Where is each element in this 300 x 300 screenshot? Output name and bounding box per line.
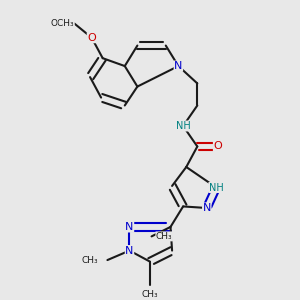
Text: O: O: [213, 142, 222, 152]
Text: N: N: [202, 203, 211, 213]
Text: CH₃: CH₃: [142, 290, 158, 299]
Text: OCH₃: OCH₃: [51, 19, 74, 28]
Text: N: N: [125, 222, 134, 232]
Text: NH: NH: [209, 182, 224, 193]
Text: NH: NH: [176, 121, 190, 131]
Text: CH₃: CH₃: [81, 256, 98, 265]
Text: CH₃: CH₃: [156, 232, 172, 241]
Text: N: N: [174, 61, 183, 71]
Text: O: O: [87, 33, 96, 43]
Text: N: N: [125, 246, 134, 256]
